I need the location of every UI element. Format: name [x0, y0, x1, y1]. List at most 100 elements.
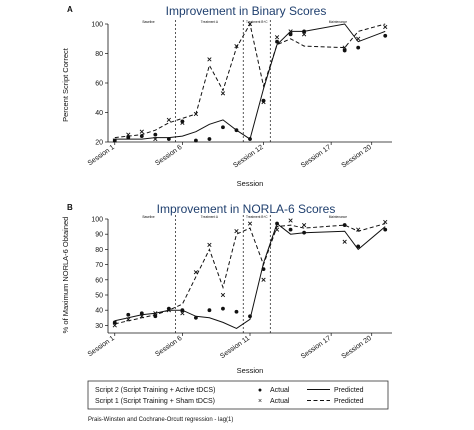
panel-b-script1-actual-point — [342, 239, 347, 244]
legend-row-1-marker: ● — [258, 387, 262, 394]
panel-a-script2-actual-point — [207, 137, 212, 141]
panel-b-y-tick-label: 70 — [95, 262, 103, 269]
panel-a-script2-actual-point — [288, 32, 293, 37]
panel-a-script1-actual-point — [288, 29, 293, 34]
panel-a-script2-actual-point — [275, 39, 279, 44]
panel-b-script2-actual-point — [126, 312, 131, 317]
panel-b-script1-actual-point — [301, 222, 307, 228]
legend-row-2-actual: Actual — [270, 398, 290, 405]
panel-b-script2-actual-point — [288, 227, 293, 232]
panel-a-y-tick-label: 100 — [91, 22, 103, 29]
panel-a-y-tick-label: 80 — [95, 51, 103, 58]
panel-a-script1-actual-point — [207, 57, 212, 62]
panel-b: B Improvement in NORLA-6 Scores % of Max… — [61, 202, 392, 375]
panel-a-script2-actual-point — [221, 125, 225, 130]
legend-row-2-marker: × — [258, 398, 262, 405]
panel-a-script1-actual-point — [274, 35, 280, 40]
panel-a-script1-actual-point — [342, 45, 347, 50]
panel-a-script2-actual-point — [342, 48, 347, 53]
panel-b-x-tick-label: Session 11 — [219, 335, 251, 360]
panel-a-script1-actual-point — [301, 32, 307, 37]
panel-b-phase-label: Treatment A — [201, 215, 219, 219]
legend-box — [87, 380, 389, 410]
panel-a-x-label: Session — [237, 179, 264, 188]
footnote: Prais-Winsten and Cochrane-Orcutt regres… — [88, 417, 233, 423]
panel-a-script1-predicted-line — [114, 22, 386, 139]
panel-b-title: Improvement in NORLA-6 Scores — [157, 202, 336, 216]
panel-b-phase-label: Baseline — [142, 215, 154, 219]
panel-a-script1-actual-point — [261, 100, 266, 105]
panel-a-script1-actual-point — [356, 36, 361, 41]
panel-b-script1-predicted-line — [114, 223, 386, 325]
panel-b-script2-predicted-line — [114, 222, 386, 329]
legend-row-1-actual: Actual — [270, 387, 290, 394]
panel-a: A Improvement in Binary Scores Percent S… — [61, 4, 392, 188]
panel-a-y-tick-label: 40 — [95, 110, 103, 117]
panel-a-script2-predicted-line — [114, 23, 386, 140]
legend-row-1-predicted: Predicted — [334, 387, 364, 394]
panel-a-plot: 20 40 60 80 100 Baseline Treatment A Treatment … — [87, 20, 392, 170]
panel-b-script1-actual-point — [261, 277, 266, 282]
panel-a-script2-actual-point — [194, 138, 198, 143]
panel-a-phase-label: Treatment A — [201, 20, 219, 24]
panel-a-x-tick-label: Session 20 — [340, 144, 372, 170]
panel-b-script2-actual-point — [221, 306, 225, 311]
panel-b-x-tick-label: Session 1 — [87, 335, 116, 358]
panel-b-y-tick-label: 100 — [91, 217, 103, 224]
panel-b-y-tick-label: 90 — [95, 232, 103, 239]
panel-a-script1-actual-point — [220, 91, 226, 96]
panel-b-script1-actual-point — [234, 229, 239, 234]
panel-b-y-tick-label: 40 — [95, 308, 103, 315]
panel-a-y-label: Percent Script Correct — [61, 47, 70, 122]
panel-a-script1-actual-point — [112, 138, 117, 143]
panel-a-script1-actual-point — [166, 117, 171, 122]
panel-a-script1-actual-point — [180, 120, 185, 125]
panel-b-script2-actual-point — [342, 223, 347, 227]
panel-a-title: Improvement in Binary Scores — [166, 4, 327, 18]
panel-b-phase-label: Maintenance — [329, 215, 347, 219]
legend-row-2-predicted: Predicted — [334, 398, 364, 405]
panel-b-plot: 30 40 50 60 70 80 90 100 Baseline Treatment A Trea… — [87, 215, 392, 361]
panel-a-phase-label: Treatment B+C — [246, 20, 268, 24]
panel-b-script2-actual-point — [383, 227, 388, 232]
legend: Script 2 (Script Training + Active tDCS)… — [87, 380, 389, 410]
panel-b-x-label: Session — [237, 366, 264, 375]
panel-b-script1-actual-point — [180, 311, 185, 316]
panel-b-script2-actual-point — [207, 308, 212, 313]
panel-b-script1-actual-point — [112, 323, 117, 328]
panel-b-x-tick-label: Session 20 — [340, 335, 372, 361]
panel-b-y-tick-label: 50 — [95, 293, 103, 300]
panel-a-y-tick-label: 20 — [95, 140, 103, 147]
panel-b-script2-actual-point — [234, 309, 239, 314]
panel-b-letter: B — [67, 203, 73, 212]
panel-b-phase-label: Treatment B+C — [246, 215, 268, 219]
panel-a-script2-actual-point — [383, 33, 388, 38]
panel-b-x-tick-label: Session 17 — [300, 335, 332, 361]
panel-b-script1-actual-point — [383, 219, 388, 225]
panel-b-script1-actual-point — [274, 227, 280, 232]
panel-a-script1-actual-point — [139, 129, 144, 134]
panel-a-x-tick-label: Session 12 — [232, 144, 264, 170]
panel-b-y-tick-label: 60 — [95, 277, 103, 284]
panel-a-script2-actual-point — [126, 135, 131, 140]
panel-a-script2-actual-point — [153, 132, 158, 137]
panel-b-script1-actual-point — [247, 221, 253, 226]
panel-a-x-tick-label: Session 17 — [300, 144, 332, 170]
panel-a-phase-label: Maintenance — [329, 20, 347, 24]
panel-a-script1-actual-point — [383, 24, 388, 30]
panel-b-y-tick-label: 30 — [95, 323, 103, 330]
legend-row-2-label: Script 1 (Script Training + Sham tDCS) — [95, 398, 215, 405]
panel-a-x-tick-label: Session 1 — [87, 144, 116, 167]
panel-a-x-tick-label: Session 6 — [154, 144, 183, 167]
panel-a-y-tick-label: 60 — [95, 81, 103, 88]
legend-row-1-label: Script 2 (Script Training + Active tDCS) — [95, 387, 215, 394]
panel-a-letter: A — [67, 5, 73, 14]
panel-a-script1-actual-point — [234, 44, 239, 49]
panel-b-script1-actual-point — [207, 242, 212, 247]
panel-b-y-tick-label: 80 — [95, 247, 103, 254]
panel-b-y-label: % of Maximum NORLA-6 Obtained — [61, 217, 70, 334]
panel-a-script2-actual-point — [356, 45, 361, 50]
panel-a-script1-actual-point — [153, 136, 158, 142]
panel-b-script1-actual-point — [220, 292, 226, 298]
